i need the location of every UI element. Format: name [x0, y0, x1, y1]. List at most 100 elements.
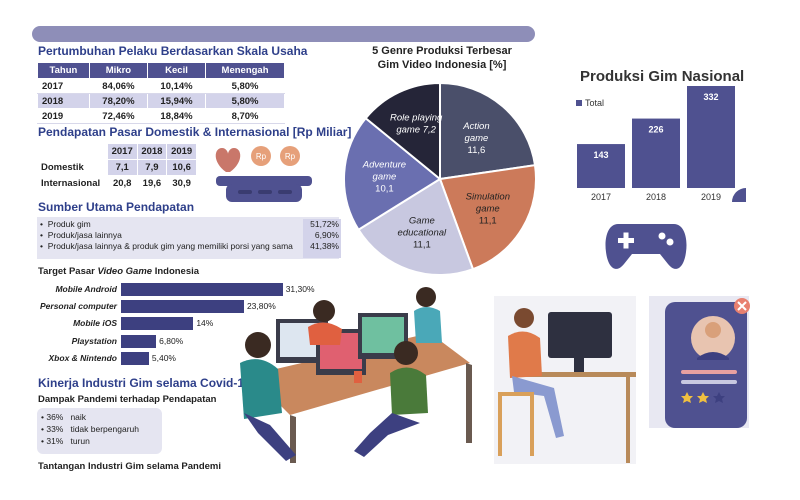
list-item: • 31% turun: [41, 436, 90, 446]
list-item: • Produk/jasa lainnya & produk gim yang …: [40, 241, 293, 251]
market-title: Pendapatan Pasar Domestik & Internasiona…: [38, 125, 352, 139]
cell: Domestik: [37, 159, 108, 176]
bar-category-label: Playstation: [71, 335, 117, 346]
bar-value-label: 31,30%: [285, 284, 315, 294]
col-header: Tahun: [37, 62, 90, 79]
target-title-italic: Video Game: [97, 266, 153, 277]
list-item: • 33% tidak berpengaruh: [41, 424, 139, 434]
cell: 5,80%: [205, 78, 285, 94]
legend-swatch: [576, 100, 582, 106]
table-row: 2019 72,46% 18,84% 8,70%: [37, 108, 285, 124]
corner-decoration: [732, 188, 746, 202]
cell: 10,6: [166, 159, 197, 176]
covid-box: [37, 408, 162, 454]
bar-value-label: 143: [593, 150, 608, 160]
cell: 15,94%: [146, 93, 207, 109]
pie-title: 5 Genre Produksi Terbesar Gim Video Indo…: [344, 44, 540, 72]
bar: [121, 351, 149, 365]
pie-slice-label: Role playing game 7,2: [390, 113, 443, 136]
col-header: 2017: [106, 143, 138, 160]
coin-icon: [280, 146, 300, 166]
worker-illustration: [494, 296, 636, 464]
x-tick-label: 2019: [701, 192, 721, 202]
blank-header: [37, 143, 108, 160]
cell: 78,20%: [88, 93, 148, 109]
national-title: Produksi Gim Nasional: [580, 68, 745, 85]
pie-slice: [439, 81, 537, 181]
national-legend: Total: [576, 98, 604, 108]
col-header: Mikro: [88, 62, 148, 79]
cell: 19,6: [136, 175, 168, 192]
table-row: 2017 84,06% 10,14% 5,80%: [37, 78, 285, 94]
legend-label: Total: [585, 98, 605, 108]
cell: 2018: [37, 93, 90, 109]
cell: 30,9: [166, 175, 197, 192]
bar: [121, 334, 157, 348]
bar: [121, 317, 194, 331]
bar: [121, 283, 283, 296]
covid-title: Kinerja Industri Gim selama Covid-19: [38, 376, 251, 390]
bar-category-label: Xbox & Nintendo: [48, 352, 117, 363]
target-title: Target Pasar Video Game Indonesia: [38, 266, 199, 277]
cell: 72,46%: [88, 108, 148, 124]
target-title-part: Indonesia: [152, 266, 200, 277]
cell: 5,80%: [205, 93, 285, 109]
cell: 20,8: [106, 175, 138, 192]
covid-footer: Tantangan Industri Gim selama Pandemi: [38, 461, 222, 472]
bar-value-label: 5,40%: [151, 352, 176, 363]
pie-title-line: 5 Genre Produksi Terbesar: [372, 45, 512, 57]
pie-slice-label: Adventure game 10,1: [362, 159, 406, 194]
cell: 8,70%: [205, 108, 285, 124]
revenue-label: Produk gim: [47, 219, 91, 229]
bar-value-label: 226: [648, 125, 663, 135]
bar-category-label: Mobile Android: [55, 284, 117, 294]
bar-value-label: 14%: [196, 318, 214, 329]
covid-pct: 31%: [46, 436, 64, 446]
svg-text:Rp: Rp: [256, 152, 267, 161]
covid-list: • 36% naik • 33% tidak berpengaruh • 31%…: [41, 411, 139, 447]
bar-category-label: Personal computer: [40, 301, 117, 312]
revenue-values: 51,72% 6,90% 41,38%: [303, 219, 341, 258]
growth-table: Tahun Mikro Kecil Menengah 2017 84,06% 1…: [37, 62, 285, 124]
cell: 84,06%: [88, 78, 148, 94]
covid-label: turun: [70, 436, 90, 446]
bar: [121, 300, 244, 314]
pie-slice-label: Action game 11,6: [462, 121, 489, 156]
revenue-title: Sumber Utama Pendapatan: [38, 200, 195, 214]
cell: 2017: [37, 78, 90, 94]
pie-slice: [357, 177, 475, 276]
revenue-box: [37, 217, 339, 259]
table-row: Domestik 7,1 7,9 10,6: [37, 159, 197, 176]
x-tick-label: 2018: [646, 192, 666, 202]
col-header: 2019: [166, 143, 197, 160]
pie-slice-label: Simulation game 11,1: [466, 192, 510, 227]
bar-value-label: 6,80%: [159, 335, 184, 346]
header-bar: [32, 26, 535, 42]
cell: 2019: [37, 108, 90, 124]
market-header-row: 2017 2018 2019: [37, 143, 197, 160]
col-header: 2018: [136, 143, 168, 160]
cell: 18,84%: [146, 108, 207, 124]
bar: [687, 86, 735, 188]
table-row: 2018 78,20% 15,94% 5,80%: [37, 93, 285, 109]
heart-icon: [215, 148, 241, 172]
market-table: 2017 2018 2019 Domestik 7,1 7,9 10,6 Int…: [37, 143, 197, 192]
cell: 7,9: [136, 159, 168, 176]
list-item: • Produk/jasa lainnya: [40, 230, 122, 240]
pie-slice: [364, 81, 441, 182]
coin-icon: [251, 146, 271, 166]
svg-text:Rp: Rp: [285, 152, 296, 161]
gamepad-icon: [605, 224, 687, 269]
bar-value-label: 23,80%: [246, 301, 276, 312]
list-item: • Produk gim: [40, 219, 91, 229]
covid-label: tidak berpengaruh: [70, 424, 139, 434]
national-bar-chart: 143 2017 226 2018 332 2019: [577, 86, 746, 202]
growth-title: Pertumbuhan Pelaku Berdasarkan Skala Usa…: [38, 44, 308, 58]
col-header: Kecil: [146, 62, 207, 79]
revenue-label: Produk/jasa lainnya & produk gim yang me…: [47, 241, 293, 251]
table-row: Internasional 20,8 19,6 30,9: [37, 175, 197, 192]
covid-pct: 36%: [46, 412, 64, 422]
pie-slice: [343, 116, 442, 232]
revenue-list: • Produk gim • Produk/jasa lainnya • Pro…: [40, 219, 293, 252]
bar-category-label: Mobile iOS: [73, 318, 117, 329]
